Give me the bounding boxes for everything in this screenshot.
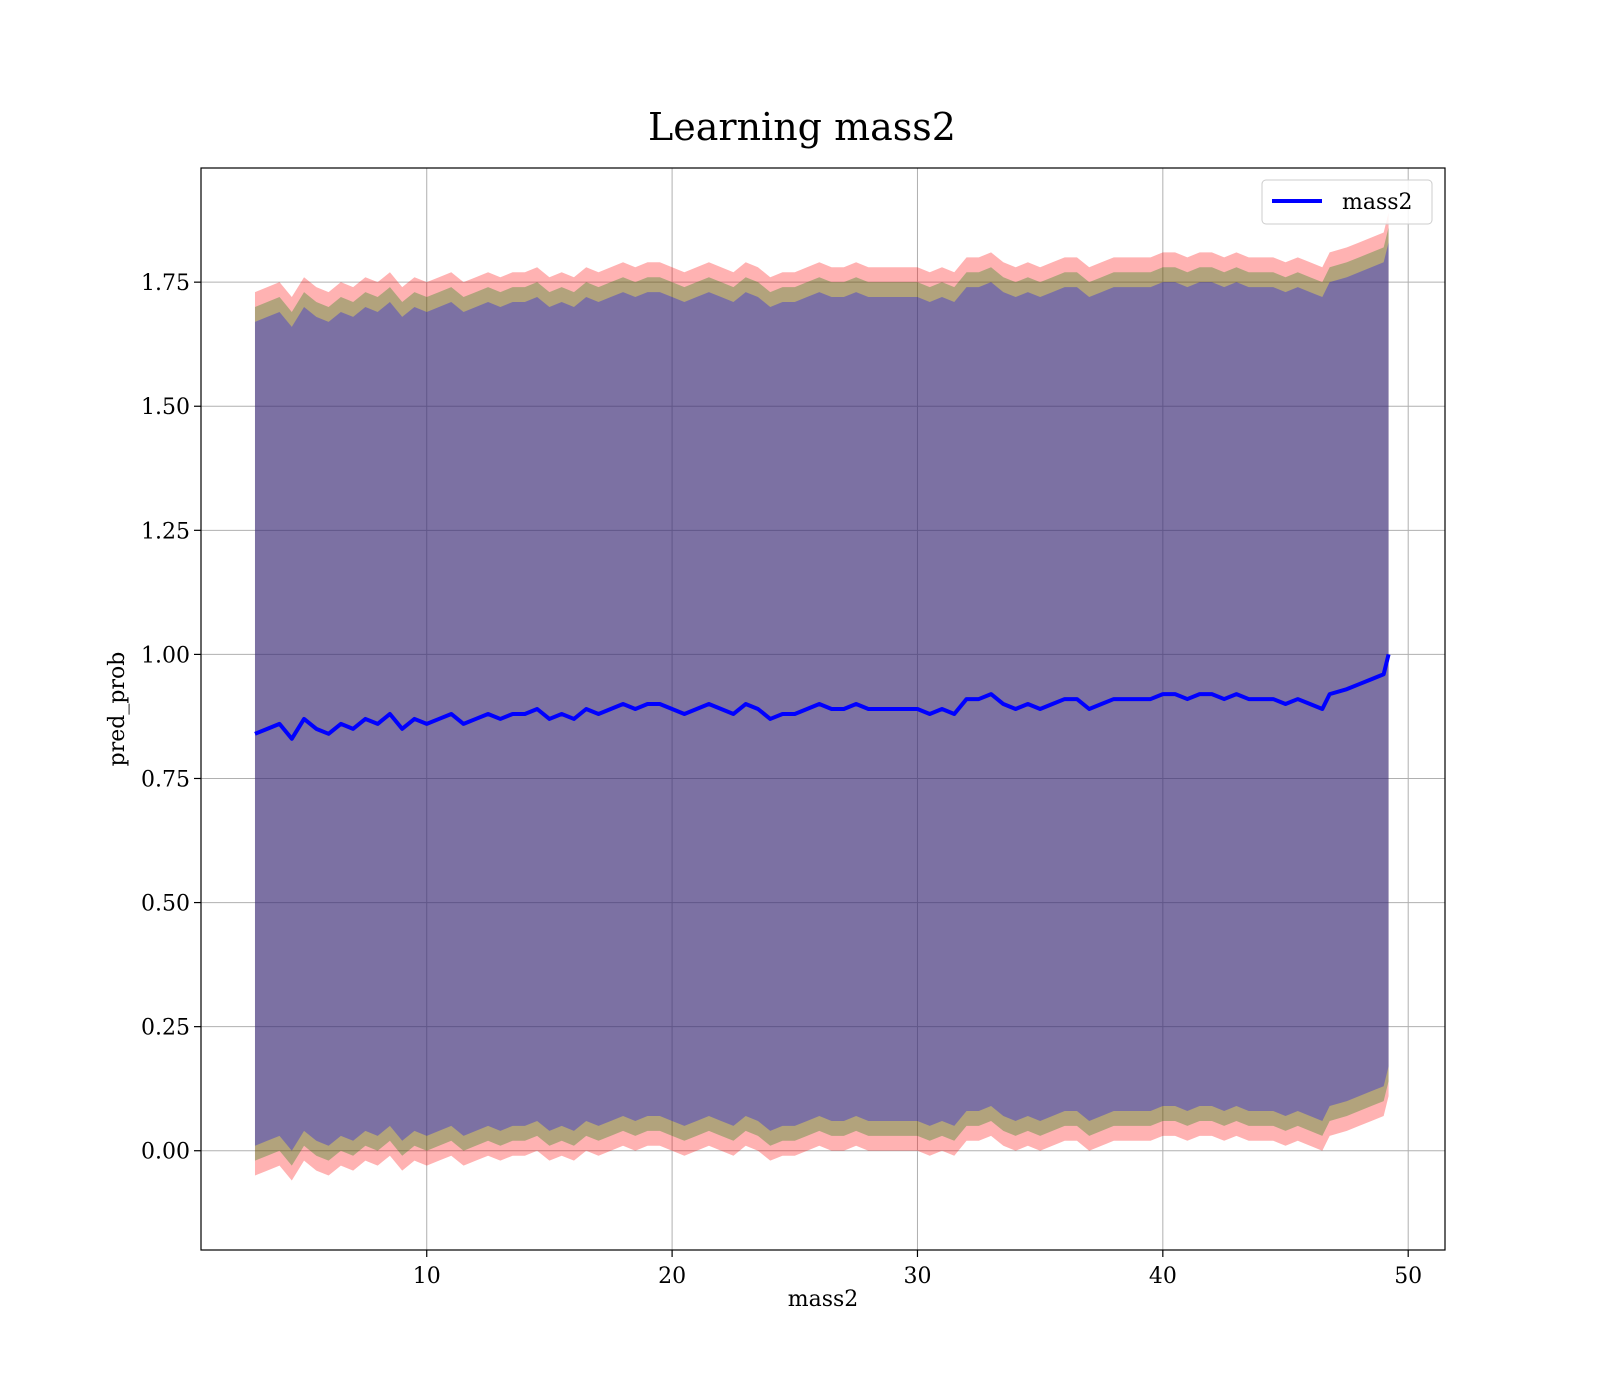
y-tick-label: 1.75	[141, 271, 190, 296]
x-tick-label: 30	[903, 1264, 931, 1289]
y-tick-label: 0.50	[141, 892, 190, 917]
plot-frame	[200, 167, 1446, 1251]
x-axis-label: mass2	[788, 1287, 859, 1312]
y-axis-label: pred_prob	[105, 652, 130, 767]
y-axis-ticks: 0.00 0.25 0.50 0.75 1.00 1.25 1.50 1.75	[141, 271, 201, 1165]
x-axis-ticks: 10 20 30 40 50	[413, 1250, 1422, 1289]
y-tick-label: 0.00	[141, 1140, 190, 1165]
y-tick-label: 0.25	[141, 1016, 190, 1041]
legend: mass2	[1261, 179, 1433, 225]
x-tick-label: 10	[413, 1264, 441, 1289]
y-tick-label: 1.25	[141, 519, 190, 544]
y-tick-label: 1.50	[141, 395, 190, 420]
confidence-band-0	[254, 212, 1389, 1181]
chart-title: Learning mass2	[648, 105, 956, 149]
legend-label-mass2: mass2	[1342, 190, 1413, 215]
series-lines	[254, 653, 1391, 741]
x-tick-label: 50	[1394, 1264, 1422, 1289]
confidence-band-1	[254, 227, 1389, 1166]
x-tick-label: 40	[1149, 1264, 1177, 1289]
confidence-bands	[254, 212, 1389, 1181]
confidence-band-2	[254, 242, 1389, 1151]
grid	[201, 168, 1445, 1250]
series-line-mass2	[254, 653, 1391, 741]
y-tick-label: 0.75	[141, 767, 190, 792]
y-tick-label: 1.00	[141, 643, 190, 668]
x-tick-label: 20	[658, 1264, 686, 1289]
legend-box	[1261, 179, 1433, 225]
